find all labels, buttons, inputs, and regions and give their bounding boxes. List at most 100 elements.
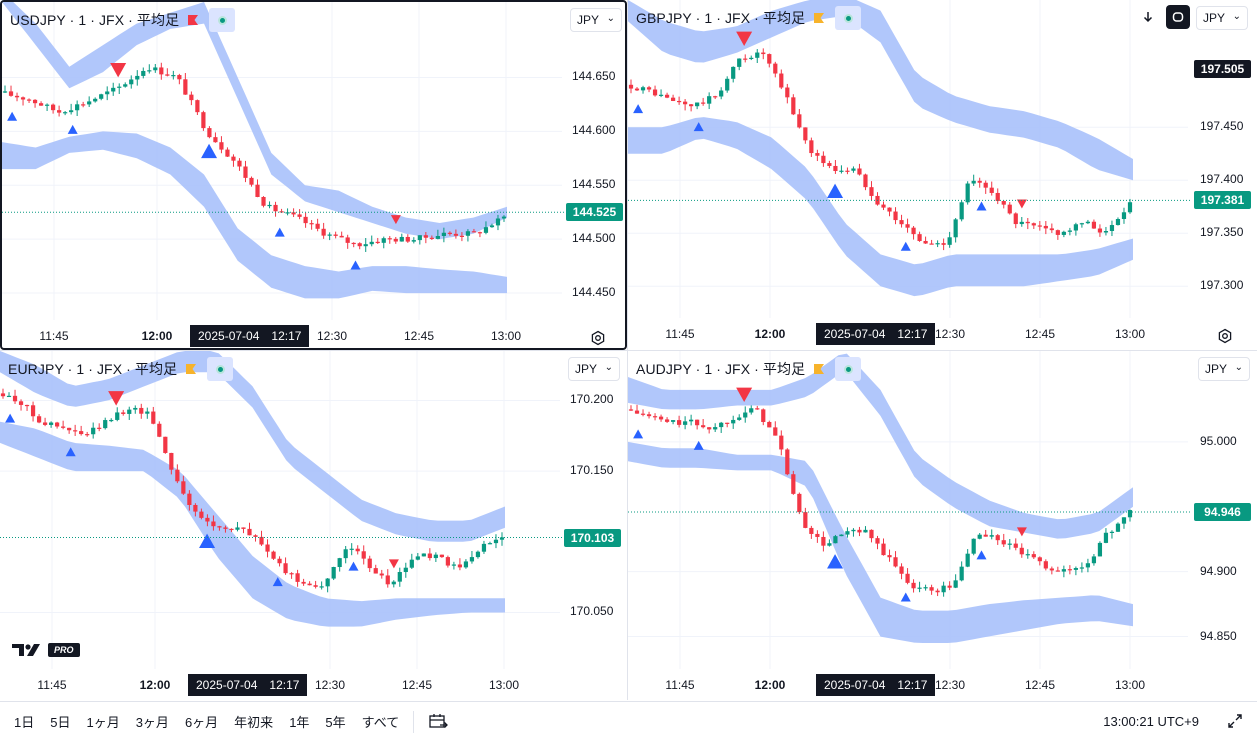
candle — [2, 85, 8, 93]
range-button-3m[interactable]: 3ヶ月 — [135, 715, 169, 730]
candle — [345, 234, 350, 249]
currency-selector[interactable]: JPY ⌄ — [1198, 357, 1250, 381]
candle — [683, 416, 688, 430]
market-open-dot-icon — [843, 364, 853, 374]
price-axis-label: 95.000 — [1200, 433, 1237, 448]
candle — [869, 181, 874, 201]
currency-selector[interactable]: JPY ⌄ — [1196, 6, 1248, 30]
candle — [1067, 565, 1072, 575]
time-axis-label: 12:45 — [403, 329, 435, 343]
candle — [181, 475, 186, 495]
symbol-title[interactable]: USDJPY · 1 · JFX · 平均足 — [10, 12, 180, 28]
candle — [85, 431, 90, 437]
candle — [809, 525, 814, 539]
yellow-flag-icon[interactable] — [185, 363, 197, 375]
chart-pane-usdjpy[interactable]: USDJPY · 1 · JFX · 平均足 JPY ⌄ 144.650 144.… — [0, 0, 627, 350]
candle — [725, 76, 730, 93]
candle — [499, 532, 505, 546]
candle — [217, 525, 222, 531]
symbol-title[interactable]: EURJPY · 1 · JFX · 平均足 — [8, 361, 178, 377]
candle — [18, 399, 24, 411]
time-axis-label: 12:30 — [934, 327, 966, 341]
currency-selector[interactable]: JPY ⌄ — [568, 357, 620, 381]
candle — [634, 87, 640, 92]
candle — [1037, 221, 1042, 231]
utc-clock[interactable]: 13:00:21 UTC+9 — [1103, 714, 1199, 729]
range-button-1d[interactable]: 1日 — [14, 715, 35, 730]
yellow-flag-icon[interactable] — [813, 12, 825, 24]
candle — [646, 85, 652, 93]
candle — [93, 97, 98, 103]
chevron-down-icon: ⌄ — [1234, 362, 1243, 373]
pane-header: AUDJPY · 1 · JFX · 平均足 — [636, 357, 862, 381]
price-axis-label: 197.300 — [1200, 278, 1244, 293]
market-status-chip[interactable] — [835, 357, 862, 381]
candle — [115, 407, 120, 422]
range-button-ytd[interactable]: 年初来 — [234, 715, 274, 730]
market-status-chip[interactable] — [835, 6, 862, 30]
lower-band — [628, 117, 1133, 297]
chart-settings-icon[interactable] — [1217, 328, 1233, 344]
arrow-down-button[interactable] — [1136, 5, 1160, 29]
candle — [375, 237, 380, 244]
price-plot-eurjpy[interactable] — [0, 351, 627, 701]
candle — [337, 557, 342, 572]
candle — [743, 406, 748, 423]
candle — [851, 528, 856, 537]
red-flag-icon[interactable] — [187, 14, 199, 26]
range-button-5y[interactable]: 5年 — [325, 715, 346, 730]
candle — [803, 507, 808, 529]
candle — [959, 561, 964, 582]
market-open-dot-icon — [843, 13, 853, 23]
last-price-badge: 94.946 — [1194, 502, 1251, 521]
candle — [646, 411, 652, 419]
candle — [1061, 565, 1066, 578]
market-status-chip[interactable] — [209, 8, 236, 32]
candle — [303, 212, 308, 228]
fullscreen-icon[interactable] — [1227, 713, 1243, 729]
sync-button[interactable] — [1166, 5, 1190, 29]
candle — [1091, 554, 1097, 566]
yellow-flag-icon[interactable] — [813, 363, 825, 375]
date-range-button[interactable] — [420, 708, 456, 736]
candle — [947, 231, 952, 248]
candle — [743, 54, 748, 63]
candle — [857, 526, 862, 537]
price-plot-usdjpy[interactable] — [2, 2, 627, 350]
currency-selector[interactable]: JPY ⌄ — [570, 8, 622, 32]
tradingview-logo[interactable]: PRO — [12, 643, 80, 657]
range-button-6m[interactable]: 6ヶ月 — [184, 715, 219, 730]
symbol-title[interactable]: GBPJPY · 1 · JFX · 平均足 — [636, 10, 806, 26]
currency-label: JPY — [575, 362, 598, 376]
chart-pane-audjpy[interactable]: AUDJPY · 1 · JFX · 平均足 JPY ⌄ 95.000 94.90… — [628, 351, 1257, 701]
range-button-5d[interactable]: 5日 — [50, 715, 71, 730]
arrow-down-icon — [1143, 12, 1153, 23]
candle — [791, 94, 796, 116]
candle — [247, 522, 252, 536]
chart-pane-eurjpy[interactable]: EURJPY · 1 · JFX · 平均足 JPY ⌄ PRO 170.200… — [0, 351, 627, 701]
candle — [367, 555, 372, 573]
candle — [977, 532, 982, 540]
candle — [935, 588, 940, 597]
price-axis-label: 197.400 — [1200, 172, 1244, 187]
pane-divider-horizontal[interactable] — [0, 350, 1257, 351]
crosshair-time-badge: 2025-07-04 12:17 — [816, 674, 936, 696]
candle — [361, 545, 366, 565]
symbol-title[interactable]: AUDJPY · 1 · JFX · 平均足 — [636, 361, 806, 377]
price-plot-audjpy[interactable] — [628, 351, 1257, 701]
range-button-1y[interactable]: 1年 — [289, 715, 310, 730]
buy-signal-icon — [5, 413, 16, 423]
candle — [701, 419, 706, 429]
chart-pane-gbpjpy[interactable]: GBPJPY · 1 · JFX · 平均足 JPY ⌄ 197.450 197.… — [628, 0, 1257, 350]
range-button-1m[interactable]: 1ヶ月 — [86, 715, 120, 730]
range-button-all[interactable]: すべて — [361, 715, 400, 730]
upper-band — [0, 351, 505, 542]
candle — [881, 201, 886, 211]
candle — [767, 420, 772, 428]
market-status-chip[interactable] — [207, 357, 234, 381]
candle — [827, 160, 832, 169]
chart-settings-icon[interactable] — [590, 330, 606, 346]
last-price-badge: 170.103 — [564, 528, 621, 547]
price-plot-gbpjpy[interactable] — [628, 0, 1257, 350]
candle — [157, 421, 162, 438]
